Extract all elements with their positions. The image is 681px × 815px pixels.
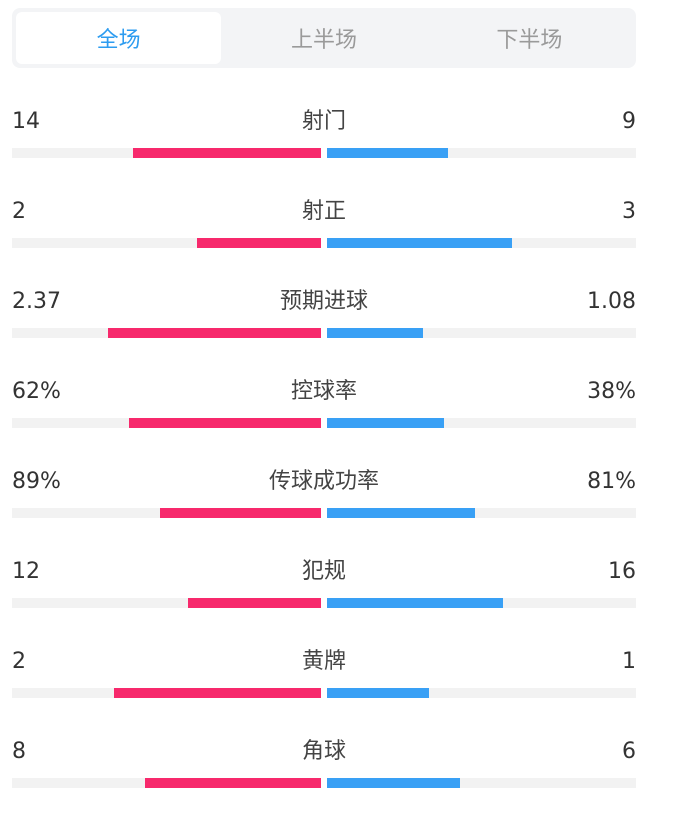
stat-label: 角球 — [301, 739, 346, 764]
tab-first-half[interactable]: 上半场 — [290, 28, 357, 53]
home-value: 12 — [12, 559, 40, 584]
home-bar — [188, 598, 321, 608]
away-bar — [327, 148, 448, 158]
stat-label: 黄牌 — [301, 649, 346, 674]
home-bar-track — [12, 778, 321, 788]
home-bar-track — [12, 418, 321, 428]
home-bar-track — [12, 508, 321, 518]
home-value: 2 — [12, 199, 26, 224]
stat-label: 传球成功率 — [268, 469, 379, 494]
home-bar — [160, 508, 321, 518]
stat-label: 预期进球 — [279, 289, 368, 314]
home-value: 2.37 — [12, 289, 61, 314]
away-bar-track — [327, 418, 636, 428]
home-bar — [197, 238, 321, 248]
home-value: 2 — [12, 649, 26, 674]
home-bar-track — [12, 598, 321, 608]
home-bar — [129, 418, 321, 428]
home-bar — [113, 688, 321, 698]
away-bar-track — [327, 778, 636, 788]
away-bar-track — [327, 508, 636, 518]
home-bar — [144, 778, 321, 788]
stat-label: 射正 — [301, 199, 346, 224]
stat-label: 犯规 — [301, 559, 346, 584]
stat-row-yellow-cards: 2 黄牌 1 — [0, 630, 681, 720]
away-value: 9 — [622, 109, 636, 134]
home-value: 89% — [12, 469, 61, 494]
away-bar — [327, 238, 513, 248]
away-bar-track — [327, 328, 636, 338]
stat-row-pass-accuracy: 89% 传球成功率 81% — [0, 450, 681, 540]
stat-row-expected-goals: 2.37 预期进球 1.08 — [0, 270, 681, 360]
away-bar — [327, 598, 504, 608]
away-bar-track — [327, 148, 636, 158]
stat-row-shots: 14 射门 9 — [0, 90, 681, 180]
stat-row-corners: 8 角球 6 — [0, 720, 681, 810]
home-value: 8 — [12, 739, 26, 764]
away-value: 16 — [608, 559, 636, 584]
home-value: 14 — [12, 109, 40, 134]
tab-full-match[interactable]: 全场 — [16, 12, 222, 64]
away-bar-track — [327, 598, 636, 608]
home-bar — [107, 328, 321, 338]
home-bar — [132, 148, 321, 158]
period-tabs: 全场 上半场 下半场 — [12, 8, 636, 68]
away-bar — [327, 508, 476, 518]
stat-label: 射门 — [301, 109, 346, 134]
away-bar — [327, 328, 423, 338]
away-bar-track — [327, 238, 636, 248]
away-value: 38% — [587, 379, 636, 404]
away-bar-track — [327, 688, 636, 698]
away-bar — [327, 688, 429, 698]
away-value: 1.08 — [587, 289, 636, 314]
stat-row-possession: 62% 控球率 38% — [0, 360, 681, 450]
away-value: 1 — [622, 649, 636, 674]
stats-list: 14 射门 9 2 射正 3 2.37 预期进球 1.08 62% 控球率 38… — [0, 90, 681, 810]
stat-row-shots-on-target: 2 射正 3 — [0, 180, 681, 270]
home-bar-track — [12, 238, 321, 248]
stat-row-fouls: 12 犯规 16 — [0, 540, 681, 630]
stat-label: 控球率 — [290, 379, 357, 404]
tab-second-half[interactable]: 下半场 — [496, 28, 563, 53]
away-value: 81% — [587, 469, 636, 494]
home-bar-track — [12, 688, 321, 698]
away-value: 6 — [622, 739, 636, 764]
home-value: 62% — [12, 379, 61, 404]
home-bar-track — [12, 328, 321, 338]
away-bar — [327, 418, 445, 428]
away-value: 3 — [622, 199, 636, 224]
away-bar — [327, 778, 460, 788]
home-bar-track — [12, 148, 321, 158]
